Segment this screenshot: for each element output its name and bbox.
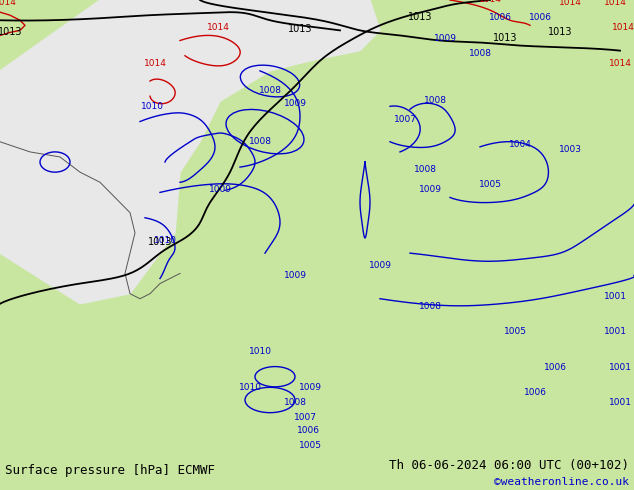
Text: 1014: 1014 bbox=[479, 0, 501, 4]
Text: 1014: 1014 bbox=[143, 59, 167, 68]
Text: 1008: 1008 bbox=[424, 97, 446, 105]
Text: 1007: 1007 bbox=[394, 115, 417, 123]
Text: 1009: 1009 bbox=[299, 383, 321, 392]
Text: ©weatheronline.co.uk: ©weatheronline.co.uk bbox=[494, 477, 629, 487]
Text: 1003: 1003 bbox=[559, 145, 581, 154]
Polygon shape bbox=[170, 0, 340, 71]
Text: 1001: 1001 bbox=[604, 327, 626, 336]
Text: 1005: 1005 bbox=[299, 441, 321, 450]
Text: 1009: 1009 bbox=[434, 33, 456, 43]
Text: 1014: 1014 bbox=[604, 0, 626, 7]
Text: 1006: 1006 bbox=[489, 13, 512, 22]
Text: 1013: 1013 bbox=[493, 32, 517, 43]
Text: 1001: 1001 bbox=[604, 292, 626, 301]
Text: 1005: 1005 bbox=[503, 327, 526, 336]
Text: 1001: 1001 bbox=[609, 398, 631, 407]
Text: 1010: 1010 bbox=[141, 102, 164, 111]
Text: 1006: 1006 bbox=[297, 426, 320, 436]
Text: 1008: 1008 bbox=[283, 398, 306, 407]
Text: 1009: 1009 bbox=[368, 261, 392, 270]
Text: 1009: 1009 bbox=[283, 271, 306, 280]
Text: 1008: 1008 bbox=[413, 165, 436, 174]
Text: 1007: 1007 bbox=[294, 413, 316, 422]
Text: 1005: 1005 bbox=[479, 180, 501, 189]
Text: 1008: 1008 bbox=[469, 49, 491, 58]
Text: 1013: 1013 bbox=[408, 12, 432, 22]
Text: 1013: 1013 bbox=[288, 24, 313, 34]
Text: 1008: 1008 bbox=[418, 302, 441, 311]
Text: 1013: 1013 bbox=[548, 27, 573, 37]
Text: Surface pressure [hPa] ECMWF: Surface pressure [hPa] ECMWF bbox=[5, 464, 215, 477]
Text: 1010: 1010 bbox=[153, 236, 176, 245]
Text: 1008: 1008 bbox=[249, 137, 271, 146]
Text: 1008: 1008 bbox=[259, 86, 281, 95]
Text: 1006: 1006 bbox=[524, 388, 547, 397]
Text: 1014: 1014 bbox=[207, 24, 230, 32]
Text: 1013: 1013 bbox=[0, 27, 22, 37]
Text: 1001: 1001 bbox=[609, 363, 631, 371]
Text: 1010: 1010 bbox=[238, 383, 261, 392]
Text: 1010: 1010 bbox=[249, 347, 271, 356]
Text: Th 06-06-2024 06:00 UTC (00+102): Th 06-06-2024 06:00 UTC (00+102) bbox=[389, 459, 629, 472]
Text: 1009: 1009 bbox=[209, 185, 231, 195]
Text: 1013: 1013 bbox=[148, 237, 172, 247]
Text: 1009: 1009 bbox=[418, 185, 441, 195]
Text: 1014: 1014 bbox=[612, 24, 634, 32]
Text: 1006: 1006 bbox=[529, 13, 552, 22]
Text: 1014: 1014 bbox=[0, 0, 16, 7]
Text: 1009: 1009 bbox=[283, 99, 306, 108]
Text: 1004: 1004 bbox=[508, 140, 531, 149]
Polygon shape bbox=[0, 0, 380, 304]
Text: 1014: 1014 bbox=[609, 59, 631, 68]
Text: 1006: 1006 bbox=[543, 363, 567, 371]
Text: 1014: 1014 bbox=[559, 0, 581, 7]
